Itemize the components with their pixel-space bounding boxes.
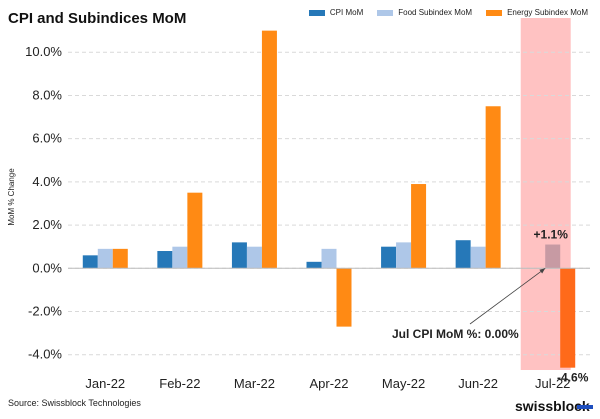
bar-food-subindex-mom-jul-22 bbox=[545, 244, 561, 269]
x-tick-label: Jun-22 bbox=[458, 376, 498, 391]
y-tick-label: 6.0% bbox=[32, 131, 62, 146]
source-note: Source: Swissblock Technologies bbox=[8, 398, 141, 408]
x-tick-label: Jan-22 bbox=[85, 376, 125, 391]
chart-legend: CPI MoM Food Subindex MoM Energy Subinde… bbox=[308, 8, 588, 17]
bar-food-subindex-mom-jan-22 bbox=[97, 248, 113, 269]
y-tick-label: 0.0% bbox=[32, 260, 62, 275]
bar-energy-subindex-mom-apr-22 bbox=[336, 268, 352, 327]
x-tick-label: Jul-22 bbox=[535, 376, 570, 391]
brand-logo: swissblock bbox=[515, 398, 590, 414]
bar-cpi-mom-may-22 bbox=[381, 246, 397, 269]
x-tick-label: May-22 bbox=[382, 376, 425, 391]
y-tick-label: 4.0% bbox=[32, 174, 62, 189]
x-tick-label: Mar-22 bbox=[234, 376, 275, 391]
data-label-energy-highlight: -4.6% bbox=[557, 371, 589, 385]
x-tick-label: Feb-22 bbox=[159, 376, 200, 391]
bar-food-subindex-mom-feb-22 bbox=[172, 246, 188, 269]
bar-cpi-mom-jun-22 bbox=[455, 240, 471, 269]
annotation-arrowhead bbox=[539, 268, 546, 274]
legend-item-energy: Energy Subindex MoM bbox=[486, 8, 588, 17]
bar-food-subindex-mom-may-22 bbox=[396, 242, 412, 269]
legend-label-energy: Energy Subindex MoM bbox=[507, 8, 588, 17]
legend-swatch-energy bbox=[486, 9, 503, 16]
chart-title: CPI and Subindices MoM bbox=[8, 10, 187, 27]
legend-swatch-food bbox=[377, 9, 394, 16]
bar-energy-subindex-mom-jan-22 bbox=[112, 248, 128, 269]
annotation-arrow bbox=[469, 267, 546, 325]
bar-food-subindex-mom-apr-22 bbox=[321, 248, 337, 269]
bar-food-subindex-mom-mar-22 bbox=[246, 246, 262, 269]
y-tick-label: -2.0% bbox=[28, 304, 62, 319]
x-tick-label: Apr-22 bbox=[309, 376, 348, 391]
y-tick-label: -4.0% bbox=[28, 347, 62, 362]
y-tick-label: 2.0% bbox=[32, 217, 62, 232]
bar-energy-subindex-mom-feb-22 bbox=[187, 192, 203, 269]
legend-item-cpi: CPI MoM bbox=[308, 8, 364, 17]
legend-swatch-cpi bbox=[308, 9, 325, 16]
legend-label-cpi: CPI MoM bbox=[329, 8, 364, 17]
bar-energy-subindex-mom-mar-22 bbox=[261, 30, 277, 269]
bar-energy-subindex-mom-jun-22 bbox=[485, 106, 501, 269]
bar-energy-subindex-mom-jul-22 bbox=[560, 268, 576, 368]
y-tick-label: 8.0% bbox=[32, 87, 62, 102]
bar-cpi-mom-jan-22 bbox=[82, 255, 98, 269]
bar-cpi-mom-mar-22 bbox=[231, 242, 247, 269]
bar-energy-subindex-mom-may-22 bbox=[411, 184, 427, 269]
brand-logo-mark bbox=[577, 405, 593, 409]
y-axis-label: MoM % Change bbox=[7, 168, 16, 226]
legend-label-food: Food Subindex MoM bbox=[398, 8, 473, 17]
annotation-text: Jul CPI MoM %: 0.00% bbox=[392, 327, 519, 341]
bar-cpi-mom-apr-22 bbox=[306, 261, 322, 269]
y-tick-label: 10.0% bbox=[25, 44, 62, 59]
bar-food-subindex-mom-jun-22 bbox=[470, 246, 486, 269]
data-label-food-highlight: +1.1% bbox=[534, 228, 569, 242]
legend-item-food: Food Subindex MoM bbox=[377, 8, 472, 17]
bar-cpi-mom-feb-22 bbox=[157, 251, 173, 269]
